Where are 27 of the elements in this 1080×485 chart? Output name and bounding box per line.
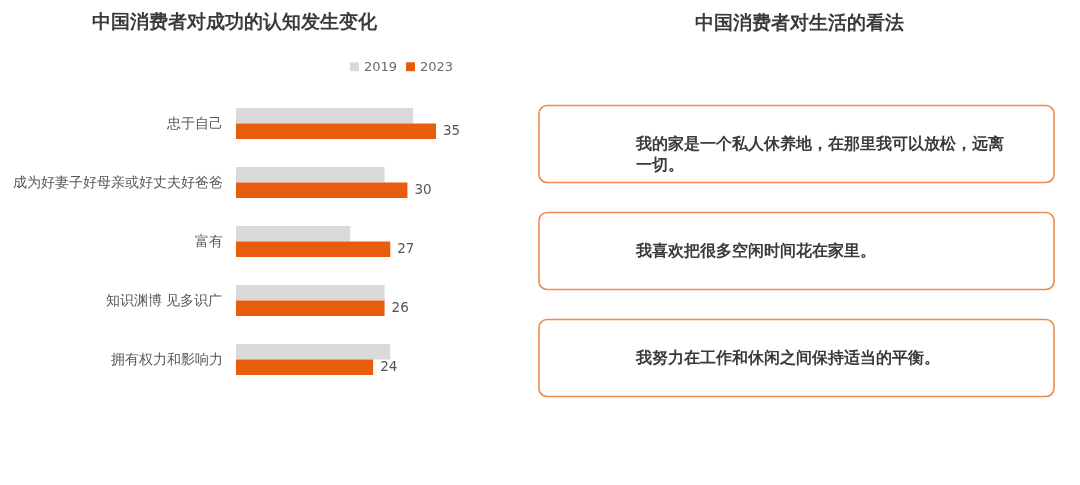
data-label: 24 xyxy=(380,358,398,375)
y-tick-label: 富有 xyxy=(194,232,223,249)
legend-label: 2019 xyxy=(364,58,398,74)
bar xyxy=(236,241,391,257)
bar xyxy=(236,226,351,242)
bar xyxy=(236,167,385,183)
text: 我的家是一个私人休养地，在那里我可以放松，远离一切。 xyxy=(635,134,1004,174)
text: 我努力在工作和休闲之间保持适当的平衡。 xyxy=(635,348,940,367)
bar xyxy=(236,344,391,360)
chart-title: 中国消费者对成功的认知发生变化 xyxy=(91,10,378,32)
y-tick-label: 忠于自己 xyxy=(165,114,223,131)
text: 我喜欢把很多空闲时间花在家里。 xyxy=(635,241,876,260)
bar xyxy=(236,359,374,375)
bar xyxy=(236,285,385,301)
data-label: 30 xyxy=(414,181,432,198)
bar xyxy=(236,300,385,316)
data-label: 35 xyxy=(443,122,461,139)
text: 中国消费者对生活的看法 xyxy=(694,11,904,33)
bar xyxy=(236,108,414,124)
data-label: 26 xyxy=(391,299,409,316)
y-tick-label: 知识渊博 见多识广 xyxy=(106,291,223,308)
bar xyxy=(236,123,436,139)
y-tick-label: 拥有权力和影响力 xyxy=(110,350,223,367)
bar xyxy=(236,182,408,198)
legend-label: 2023 xyxy=(420,58,454,74)
data-label: 27 xyxy=(397,240,415,257)
y-tick-label: 成为好妻子好母亲或好丈夫好爸爸 xyxy=(12,173,223,190)
